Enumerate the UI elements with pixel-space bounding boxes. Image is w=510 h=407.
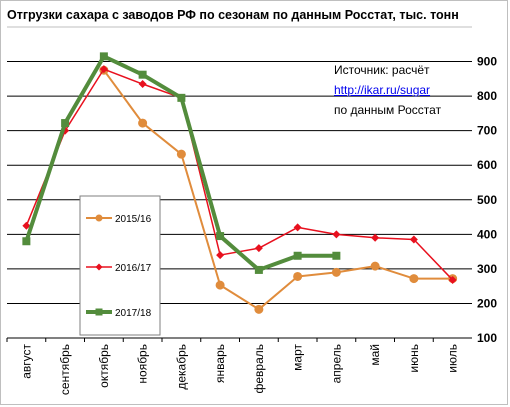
legend-item: 2015/16 bbox=[86, 214, 152, 225]
data-point bbox=[331, 267, 341, 277]
x-tick-label: май bbox=[368, 344, 382, 366]
data-point bbox=[254, 265, 263, 274]
x-tick-label: август bbox=[19, 344, 33, 379]
legend: 2015/16 2016/17 2017/18 bbox=[79, 195, 161, 336]
data-point bbox=[293, 223, 302, 232]
x-tick-label: октябрь bbox=[97, 344, 111, 388]
data-point bbox=[448, 275, 457, 284]
y-tick-label: 300 bbox=[477, 262, 497, 276]
source-annotation: Источник: расчёт http://ikar.ru/sugar по… bbox=[334, 60, 441, 120]
x-tick-label: ноябрь bbox=[136, 344, 150, 384]
data-point bbox=[409, 235, 418, 244]
data-point bbox=[332, 230, 341, 239]
x-tick-label: январь bbox=[213, 344, 227, 383]
data-point bbox=[177, 93, 186, 102]
chart-title: Отгрузки сахара с заводов РФ по сезонам … bbox=[7, 8, 459, 22]
data-point bbox=[409, 274, 419, 284]
x-tick-label: сентябрь bbox=[58, 344, 72, 395]
data-point bbox=[293, 251, 302, 260]
y-tick-label: 100 bbox=[477, 331, 497, 345]
source-link[interactable]: http://ikar.ru/sugar bbox=[334, 83, 431, 97]
x-tick-label: апрель bbox=[329, 344, 343, 383]
x-tick-label: декабрь bbox=[174, 344, 188, 390]
data-point bbox=[138, 118, 148, 128]
legend-label: 2017/18 bbox=[115, 308, 152, 319]
x-tick-label: июль bbox=[446, 344, 460, 373]
x-tick-label: июнь bbox=[407, 344, 421, 373]
series-line bbox=[103, 69, 453, 311]
legend-label: 2015/16 bbox=[115, 214, 152, 225]
data-point bbox=[293, 271, 303, 281]
y-tick-label: 800 bbox=[477, 89, 497, 103]
legend-marker bbox=[95, 214, 103, 222]
series-2017-18 bbox=[22, 52, 341, 274]
x-tick-label: февраль bbox=[252, 344, 266, 394]
data-point bbox=[216, 251, 225, 260]
y-tick-label: 600 bbox=[477, 158, 497, 172]
x-tick-label: март bbox=[291, 344, 305, 371]
y-tick-label: 900 bbox=[477, 55, 497, 69]
data-point bbox=[370, 261, 380, 271]
data-point bbox=[254, 304, 264, 314]
data-point bbox=[332, 251, 341, 260]
data-point bbox=[99, 52, 108, 61]
data-point bbox=[371, 233, 380, 242]
y-tick-label: 500 bbox=[477, 193, 497, 207]
data-point bbox=[22, 237, 31, 246]
data-point bbox=[138, 80, 147, 89]
data-point bbox=[61, 119, 70, 128]
data-point bbox=[138, 70, 147, 79]
data-point bbox=[176, 149, 186, 159]
source-line-2: по данным Росстат bbox=[334, 103, 442, 117]
series-line bbox=[24, 54, 337, 272]
legend-item: 2017/18 bbox=[86, 308, 152, 319]
data-point bbox=[99, 65, 108, 74]
y-tick-label: 200 bbox=[477, 296, 497, 310]
legend-label: 2016/17 bbox=[115, 263, 152, 274]
data-point bbox=[22, 221, 31, 230]
legend-item: 2016/17 bbox=[86, 263, 152, 274]
data-point bbox=[254, 244, 263, 253]
data-point bbox=[216, 232, 225, 241]
y-tick-label: 700 bbox=[477, 124, 497, 138]
legend-marker bbox=[95, 263, 103, 271]
legend-marker bbox=[95, 308, 103, 316]
y-tick-label: 400 bbox=[477, 227, 497, 241]
source-line: Источник: расчёт bbox=[334, 63, 430, 77]
data-point bbox=[215, 280, 225, 290]
